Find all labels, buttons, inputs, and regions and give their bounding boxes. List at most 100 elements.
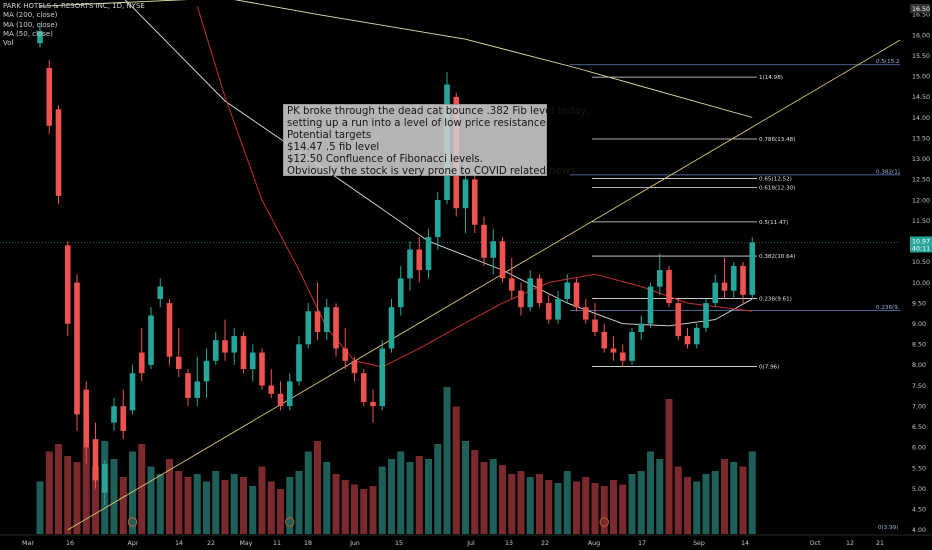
price-tick-label: 10.50 [912, 259, 930, 266]
candle-body [675, 303, 682, 337]
price-tick-label: 14.50 [912, 94, 930, 101]
volume-bar [730, 462, 738, 534]
candle-body [157, 286, 164, 299]
volume-bar [314, 441, 321, 534]
volume-bar [462, 441, 469, 534]
candle-body [740, 265, 746, 295]
fib-level-label: 0.5(11.47) [759, 220, 788, 226]
volume-bar [545, 480, 553, 534]
volume-bar [665, 399, 673, 534]
note-line: Obviously the stock is very prone to COV… [287, 165, 576, 177]
volume-bar [184, 477, 192, 534]
candle-body [360, 373, 367, 403]
candle-body [693, 327, 700, 345]
time-tick-label: 22 [541, 540, 549, 547]
indicator-ma100[interactable]: MA (100, close) [3, 20, 58, 29]
volume-bar [721, 459, 728, 534]
candle-body [333, 307, 339, 349]
price-tick-label: 7.50 [912, 383, 926, 390]
price-tick-label: 8.50 [912, 342, 926, 349]
candle-body [416, 249, 423, 271]
time-tick-label: 14 [175, 540, 183, 547]
candle-body [536, 278, 543, 304]
ma200-line [39, 0, 753, 118]
time-tick-label: 22 [207, 540, 215, 547]
candle-body [222, 340, 228, 353]
candle-body [64, 245, 71, 324]
volume-bar [443, 387, 451, 534]
volume-bar [684, 477, 691, 534]
indicator-ma200[interactable]: MA (200, close) [3, 11, 58, 20]
top-price-tag: 16.50 [912, 6, 930, 13]
volume-bar [591, 483, 599, 534]
volume-bar [203, 481, 210, 534]
indicator-volume[interactable]: Vol [3, 39, 14, 48]
price-tick-label: 6.50 [912, 424, 926, 431]
candle-body [527, 278, 534, 308]
indicator-ma50[interactable]: MA (50, close) [3, 29, 53, 38]
time-tick-label: 16 [66, 540, 74, 547]
volume-bar [277, 489, 284, 534]
candle-body [721, 282, 728, 291]
candle-body [545, 303, 552, 320]
volume-bar [656, 459, 664, 534]
volume-bar [258, 466, 266, 534]
candle-body [518, 290, 524, 308]
volume-bar [221, 480, 229, 534]
candle-body [129, 373, 136, 411]
price-tick-label: 15.50 [912, 53, 930, 60]
volume-bar [360, 489, 368, 534]
volume-bar [110, 459, 118, 534]
volume-bar [637, 471, 645, 534]
note-line: PK broke through the dead cat bounce .38… [287, 106, 590, 117]
time-tick-label: 13 [505, 540, 513, 547]
volume-bar [341, 480, 349, 534]
volume-bar [351, 484, 358, 534]
candle-body [92, 439, 99, 481]
volume-bar [489, 459, 497, 534]
candle-body [277, 393, 284, 407]
volume-bar [693, 481, 701, 534]
time-tick-label: 18 [304, 540, 312, 547]
time-tick-label: Sep [693, 540, 705, 547]
candle-body [666, 270, 672, 304]
volume-bar [230, 474, 238, 534]
fib-level-label: 0.382(10.64) [759, 254, 795, 260]
last-price-tag-bg [910, 236, 932, 253]
fib-level-label: 0(7.96) [759, 365, 779, 371]
time-tick-label: 11 [273, 540, 281, 547]
volume-bar [702, 474, 710, 534]
time-tick-label: Apr [128, 540, 139, 547]
volume-bar [610, 480, 617, 534]
countdown-tag: 40:11 [912, 245, 930, 252]
volume-bar [295, 471, 303, 534]
candle-body [314, 311, 321, 332]
price-tick-label: 10.00 [912, 280, 930, 287]
fib-long-label: 0.236(9.32) [876, 305, 909, 311]
price-tick-label: 12.50 [912, 177, 930, 184]
volume-bar [82, 447, 90, 534]
volume-bar [471, 450, 479, 534]
price-tick-label: 7.00 [912, 403, 926, 410]
candle-body [407, 249, 413, 279]
volume-bar [156, 474, 164, 534]
candle-body [231, 336, 238, 353]
volume-bar [138, 444, 146, 534]
annotation-note[interactable]: PK broke through the dead cat bounce .38… [283, 104, 590, 177]
volume-bar [554, 483, 562, 534]
note-line: Potential targets [287, 129, 372, 141]
price-tick-label: 5.50 [912, 465, 926, 472]
candle-body [37, 30, 43, 44]
note-line: $14.47 .5 fib level [287, 141, 380, 153]
candle-body [619, 352, 626, 361]
candle-body [573, 282, 580, 308]
price-axis-bg [900, 0, 932, 550]
volume-bar [425, 459, 432, 534]
volume-bar [323, 462, 331, 534]
candle-body [638, 323, 645, 332]
volume-bar [166, 459, 173, 534]
time-tick-label: 17 [638, 540, 646, 547]
price-tick-label: 8.00 [912, 362, 926, 369]
candle-body [138, 352, 145, 374]
